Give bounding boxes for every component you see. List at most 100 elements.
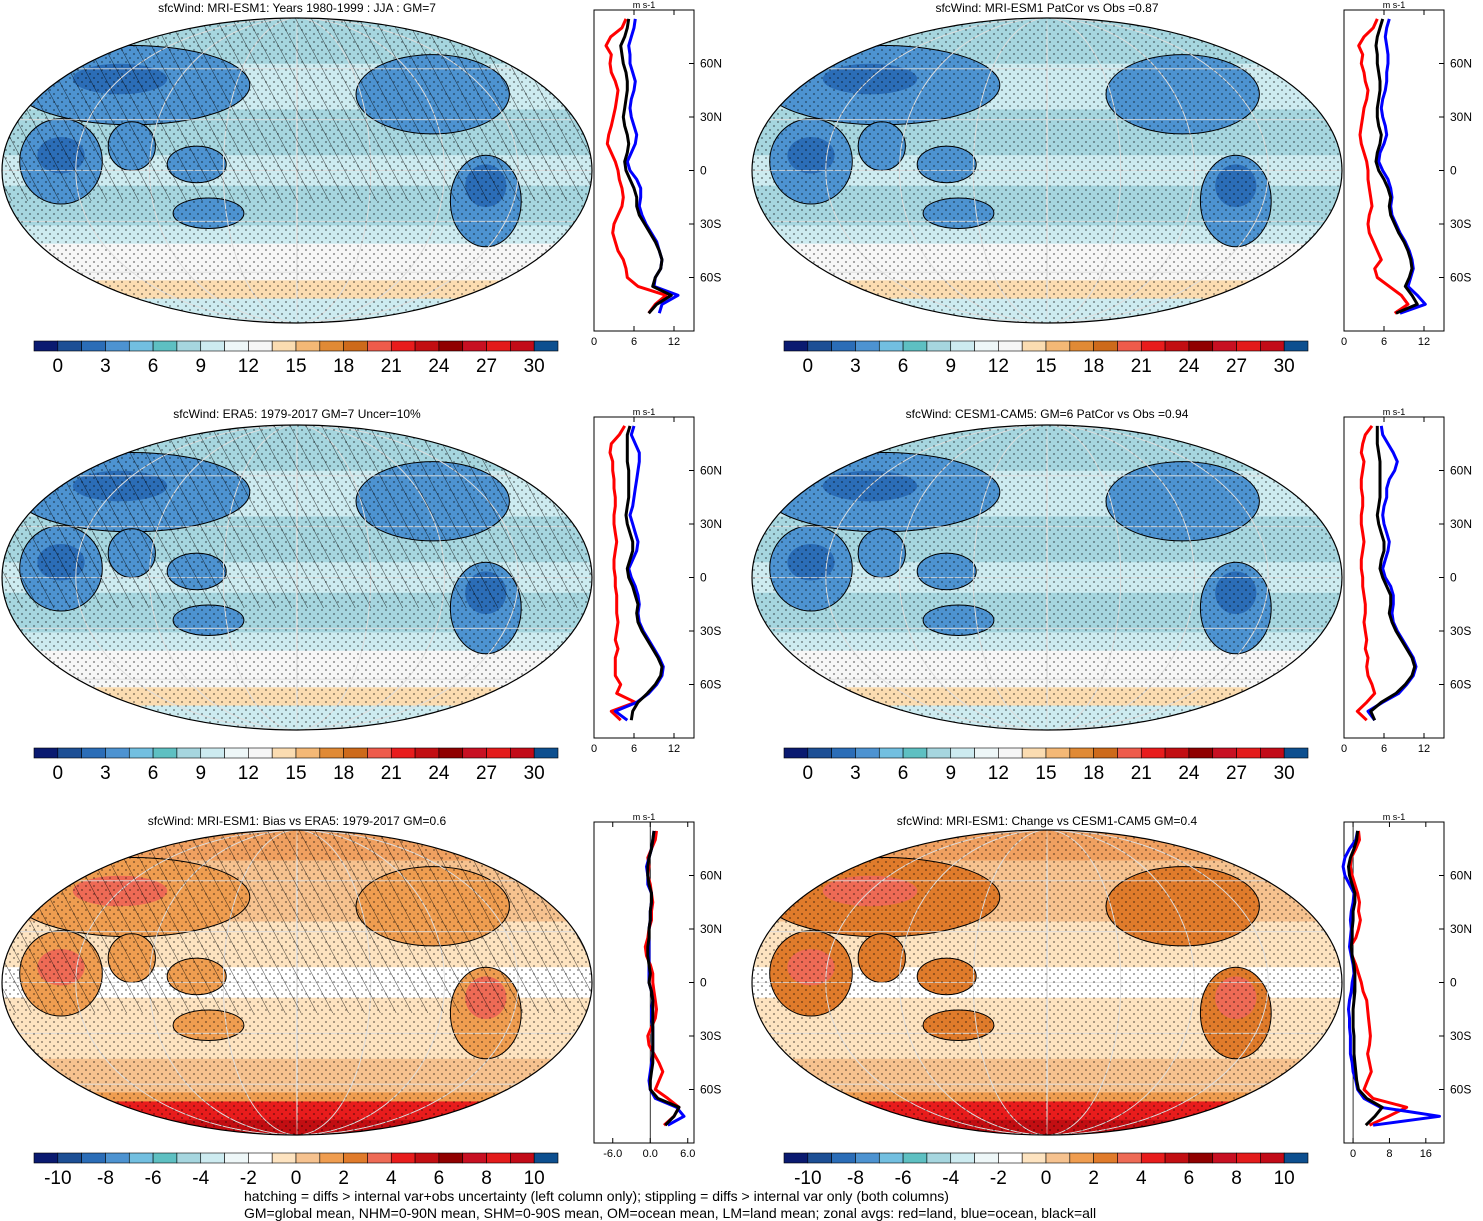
colorbar-swatch [1236,340,1261,352]
colorbar-swatch [152,747,178,759]
lat-label: 0 [1450,164,1457,178]
colorbar-swatch [533,747,559,759]
lat-label: 60S [1450,271,1471,285]
colorbar-swatch [855,1152,880,1164]
map [2,18,592,323]
colorbar-swatch [414,747,440,759]
colorbar-swatch [367,340,392,352]
colorbar-swatch [57,340,82,352]
colorbar-swatch [902,747,928,759]
lat-label: 30N [1450,922,1472,936]
colorbar-swatch [974,1152,999,1164]
colorbar-swatch [128,340,154,352]
colorbar-swatch [1236,747,1261,759]
panel-3: sfcWind: ERA5: 1979-2017 GM=7 Uncer=10% 0… [1,407,722,784]
series-all [646,830,681,1127]
colorbar-swatch [486,1152,511,1164]
colorbar-tick-label: 10 [524,1168,545,1189]
lat-label: 60N [1450,57,1472,71]
colorbar-tick-label: 2 [1088,1168,1099,1189]
x-tick-label: 6 [631,336,637,348]
map [752,18,1342,323]
colorbar-swatch [1212,340,1237,352]
colorbar-swatch [783,1152,809,1164]
lat-label: 0 [1450,571,1457,585]
colorbar-swatch [152,1152,178,1164]
map-border [751,829,1343,1136]
colorbar-swatch [974,747,999,759]
colorbar-swatch [81,747,106,759]
colorbar-swatch [295,747,321,759]
map-border [751,17,1343,324]
colorbar-swatch [950,1152,975,1164]
colorbar-swatch [271,747,297,759]
zonal-frame [1343,9,1445,332]
x-tick-label: 12 [1418,743,1430,755]
colorbar-swatch [831,1152,856,1164]
stippling [752,830,1342,1135]
colorbar-tick-label: 3 [850,356,861,377]
greenland [491,443,539,468]
greenland-coast [1241,35,1290,62]
colorbar-swatch [295,340,321,352]
lat-label: 30N [700,922,722,936]
colorbar-swatch [33,747,59,759]
x-tick-label: 0 [1341,336,1347,348]
lat-label: 30S [1450,1029,1471,1043]
colorbar-swatch [462,747,487,759]
colorbar-tick-label: 6 [148,763,159,784]
lat-label: 0 [1450,976,1457,990]
colorbar-swatch [200,747,225,759]
colorbar-swatch [1021,1152,1047,1164]
colorbar-swatch [855,340,880,352]
colorbar-swatch [855,747,880,759]
colorbar-swatch [510,1152,535,1164]
map-border [1,17,593,324]
zonal-frame [1343,821,1445,1144]
colorbar-tick-label: 0 [53,356,64,377]
colorbar-tick-label: 12 [238,763,259,784]
colorbar-tick-label: 21 [1131,763,1152,784]
colorbar-swatch [486,340,511,352]
colorbar-swatch [1069,340,1094,352]
lat-label: 30N [1450,110,1472,124]
x-tick-label: 6.0 [680,1148,695,1160]
lat-label: 30N [700,110,722,124]
colorbar-swatch [831,340,856,352]
colorbar-swatch [950,747,975,759]
colorbar-swatch [807,1152,832,1164]
colorbar-swatch [271,340,297,352]
panel-title: sfcWind: ERA5: 1979-2017 GM=7 Uncer=10% [173,407,421,421]
colorbar-tick-label: 30 [524,356,545,377]
colorbar-tick-label: 24 [1178,763,1200,784]
stippling [752,18,1342,323]
colorbar-swatch [33,1152,59,1164]
zonal-frame [593,416,695,739]
panel-title: sfcWind: CESM1-CAM5: GM=6 PatCor vs Obs … [906,407,1189,421]
colorbar-swatch [57,747,82,759]
lat-label: 60S [1450,678,1471,692]
colorbar-swatch [438,1152,464,1164]
greenland [491,848,539,873]
colorbar-tick-label: -4 [942,1168,959,1189]
colorbar-swatch [1188,747,1214,759]
colorbar-swatch [926,1152,952,1164]
x-tick-label: 0.0 [643,1148,658,1160]
colorbar-swatch [248,340,273,352]
colorbar-swatch [902,1152,928,1164]
panel-title: sfcWind: MRI-ESM1 PatCor vs Obs =0.87 [935,1,1158,15]
series-land [1357,18,1410,315]
series-all [619,18,673,315]
x-tick-label: -6.0 [603,1148,622,1160]
colorbar-swatch [1093,747,1118,759]
colorbar-tick-label: 27 [476,356,497,377]
x-tick-label: 16 [1420,1148,1432,1160]
colorbar-tick-label: 6 [898,356,909,377]
x-tick-label: 6 [631,743,637,755]
colorbar-swatch [1260,340,1285,352]
colorbar-tick-label: 9 [195,763,206,784]
colorbar-swatch [878,1152,904,1164]
panel-2: sfcWind: MRI-ESM1 PatCor vs Obs =0.87 0 3 6… [751,0,1472,377]
colorbar-swatch [1283,747,1309,759]
